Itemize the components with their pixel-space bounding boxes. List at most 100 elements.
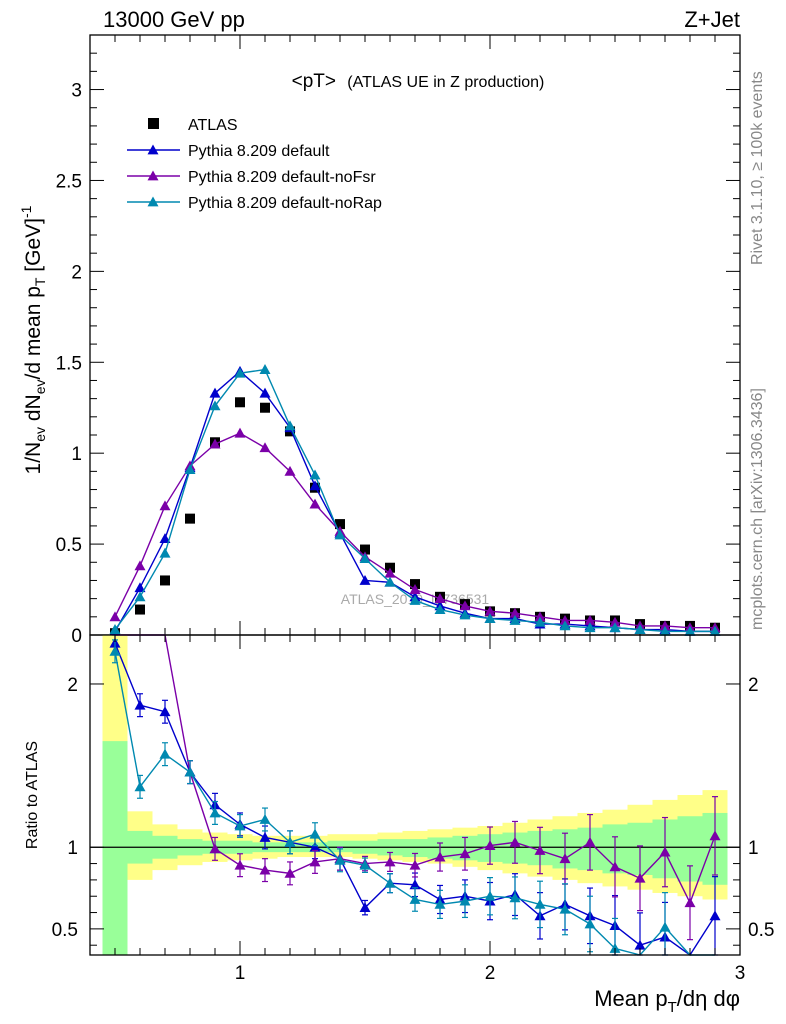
data-point [384,567,396,578]
ratio-y-tick-label: 0.5 [52,920,78,941]
data-point [709,625,721,636]
data-point [234,427,246,438]
data-point [484,605,496,616]
data-point [284,420,296,431]
data-point [259,813,271,824]
legend-label: Pythia 8.209 default-noFsr [188,169,376,186]
data-point [134,560,146,571]
data-point [634,624,646,634]
data-point [434,604,446,614]
legend-item-1: Pythia 8.209 default [127,143,330,160]
data-point [209,438,221,449]
data-point [459,895,471,906]
data-point [709,910,721,921]
data-point [409,859,421,870]
data-point [559,614,571,625]
data-point [484,613,496,624]
data-point [159,533,171,544]
data-point [534,845,546,855]
rivet-version-label: Rivet 3.1.10, ≥ 100k events [749,71,766,265]
data-point [234,820,246,831]
main-panel: 00.511.522.53 ATLAS_2019_I1736531 <pT> (… [18,34,741,647]
data-point [135,604,145,615]
data-point [509,892,521,903]
main-title: <pT> (ATLAS UE in Z production) [292,71,545,92]
data-point [684,897,696,908]
legend-marker [148,118,159,129]
main-y-axis-label: 1/Nev dNev/d mean pT [GeV]-1 [18,205,48,474]
y-tick-label: 0 [71,626,82,647]
ratio-panel: 0.5 0.5 1 1 2 2 1 2 3 Ratio to ATLAS Mean pT/dη… [24,634,774,1016]
data-point [284,836,296,847]
data-point [584,836,596,847]
x-tick-label: 3 [735,963,746,984]
data-point [184,464,196,474]
data-point [409,594,421,605]
data-point [509,607,521,618]
data-point [459,848,471,859]
main-axis-ticks [90,35,740,636]
data-point [384,856,396,867]
legend-label: Pythia 8.209 default [188,143,330,160]
data-point [159,706,171,717]
data-point [234,367,246,378]
data-point [384,877,396,888]
series-3 [109,364,721,636]
data-point [284,465,296,476]
data-point [235,397,245,408]
data-point [334,854,346,865]
mcplots-label: mcplots.cern.ch [arXiv:1306.3436] [749,388,766,630]
data-point [209,843,221,854]
legend-item-2: Pythia 8.209 default-noFsr [127,169,376,186]
ratio-y-axis-label: Ratio to ATLAS [24,741,41,849]
data-point [259,442,271,453]
data-point [309,828,321,839]
data-point [409,879,421,890]
x-tick-label: 2 [485,963,496,984]
legend-item-0: ATLAS [148,117,238,134]
data-point [159,748,171,759]
legend-label: Pythia 8.209 default-noRap [188,195,382,212]
ratio-y-tick-label-right: 1 [748,838,759,859]
data-point [159,500,171,511]
data-point [259,387,271,398]
data-point [109,611,121,622]
data-point [459,600,471,611]
data-point [459,609,471,620]
data-point [359,553,371,564]
ratio-axis-ticks [90,635,740,955]
data-point [534,898,546,909]
main-y-tick-labels: 0 0.5 1 1.5 2 2.5 3 [56,81,82,647]
data-point [259,364,271,374]
data-point [134,699,146,710]
y-tick-label: 2.5 [56,171,82,192]
data-point [609,942,621,953]
data-point [434,593,446,604]
data-point [160,575,170,586]
data-point [309,856,321,867]
legend-marker [147,144,159,155]
ratio-x-tick-labels: 1 2 3 [235,963,746,984]
main-subtitle-text: (ATLAS UE in Z production) [347,74,544,91]
data-point [259,831,271,842]
legend-marker [147,196,159,207]
data-point [609,861,621,872]
data-point [184,766,196,777]
data-point [484,840,496,851]
data-point [559,853,571,864]
green-band [327,840,353,853]
data-point [209,807,221,818]
y-tick-label: 3 [71,81,82,102]
data-point [509,836,521,847]
ratio-y-tick-label-right: 0.5 [748,920,774,941]
data-point [209,400,221,411]
data-point [134,591,146,602]
legend: ATLAS Pythia 8.209 default Pythia 8.209 de… [127,117,382,212]
data-point [559,903,571,914]
x-axis-label: Mean pT/dη dφ [594,986,740,1016]
y-tick-label: 1.5 [56,353,82,374]
data-point [434,898,446,909]
data-point [584,918,596,929]
data-point [634,872,646,883]
